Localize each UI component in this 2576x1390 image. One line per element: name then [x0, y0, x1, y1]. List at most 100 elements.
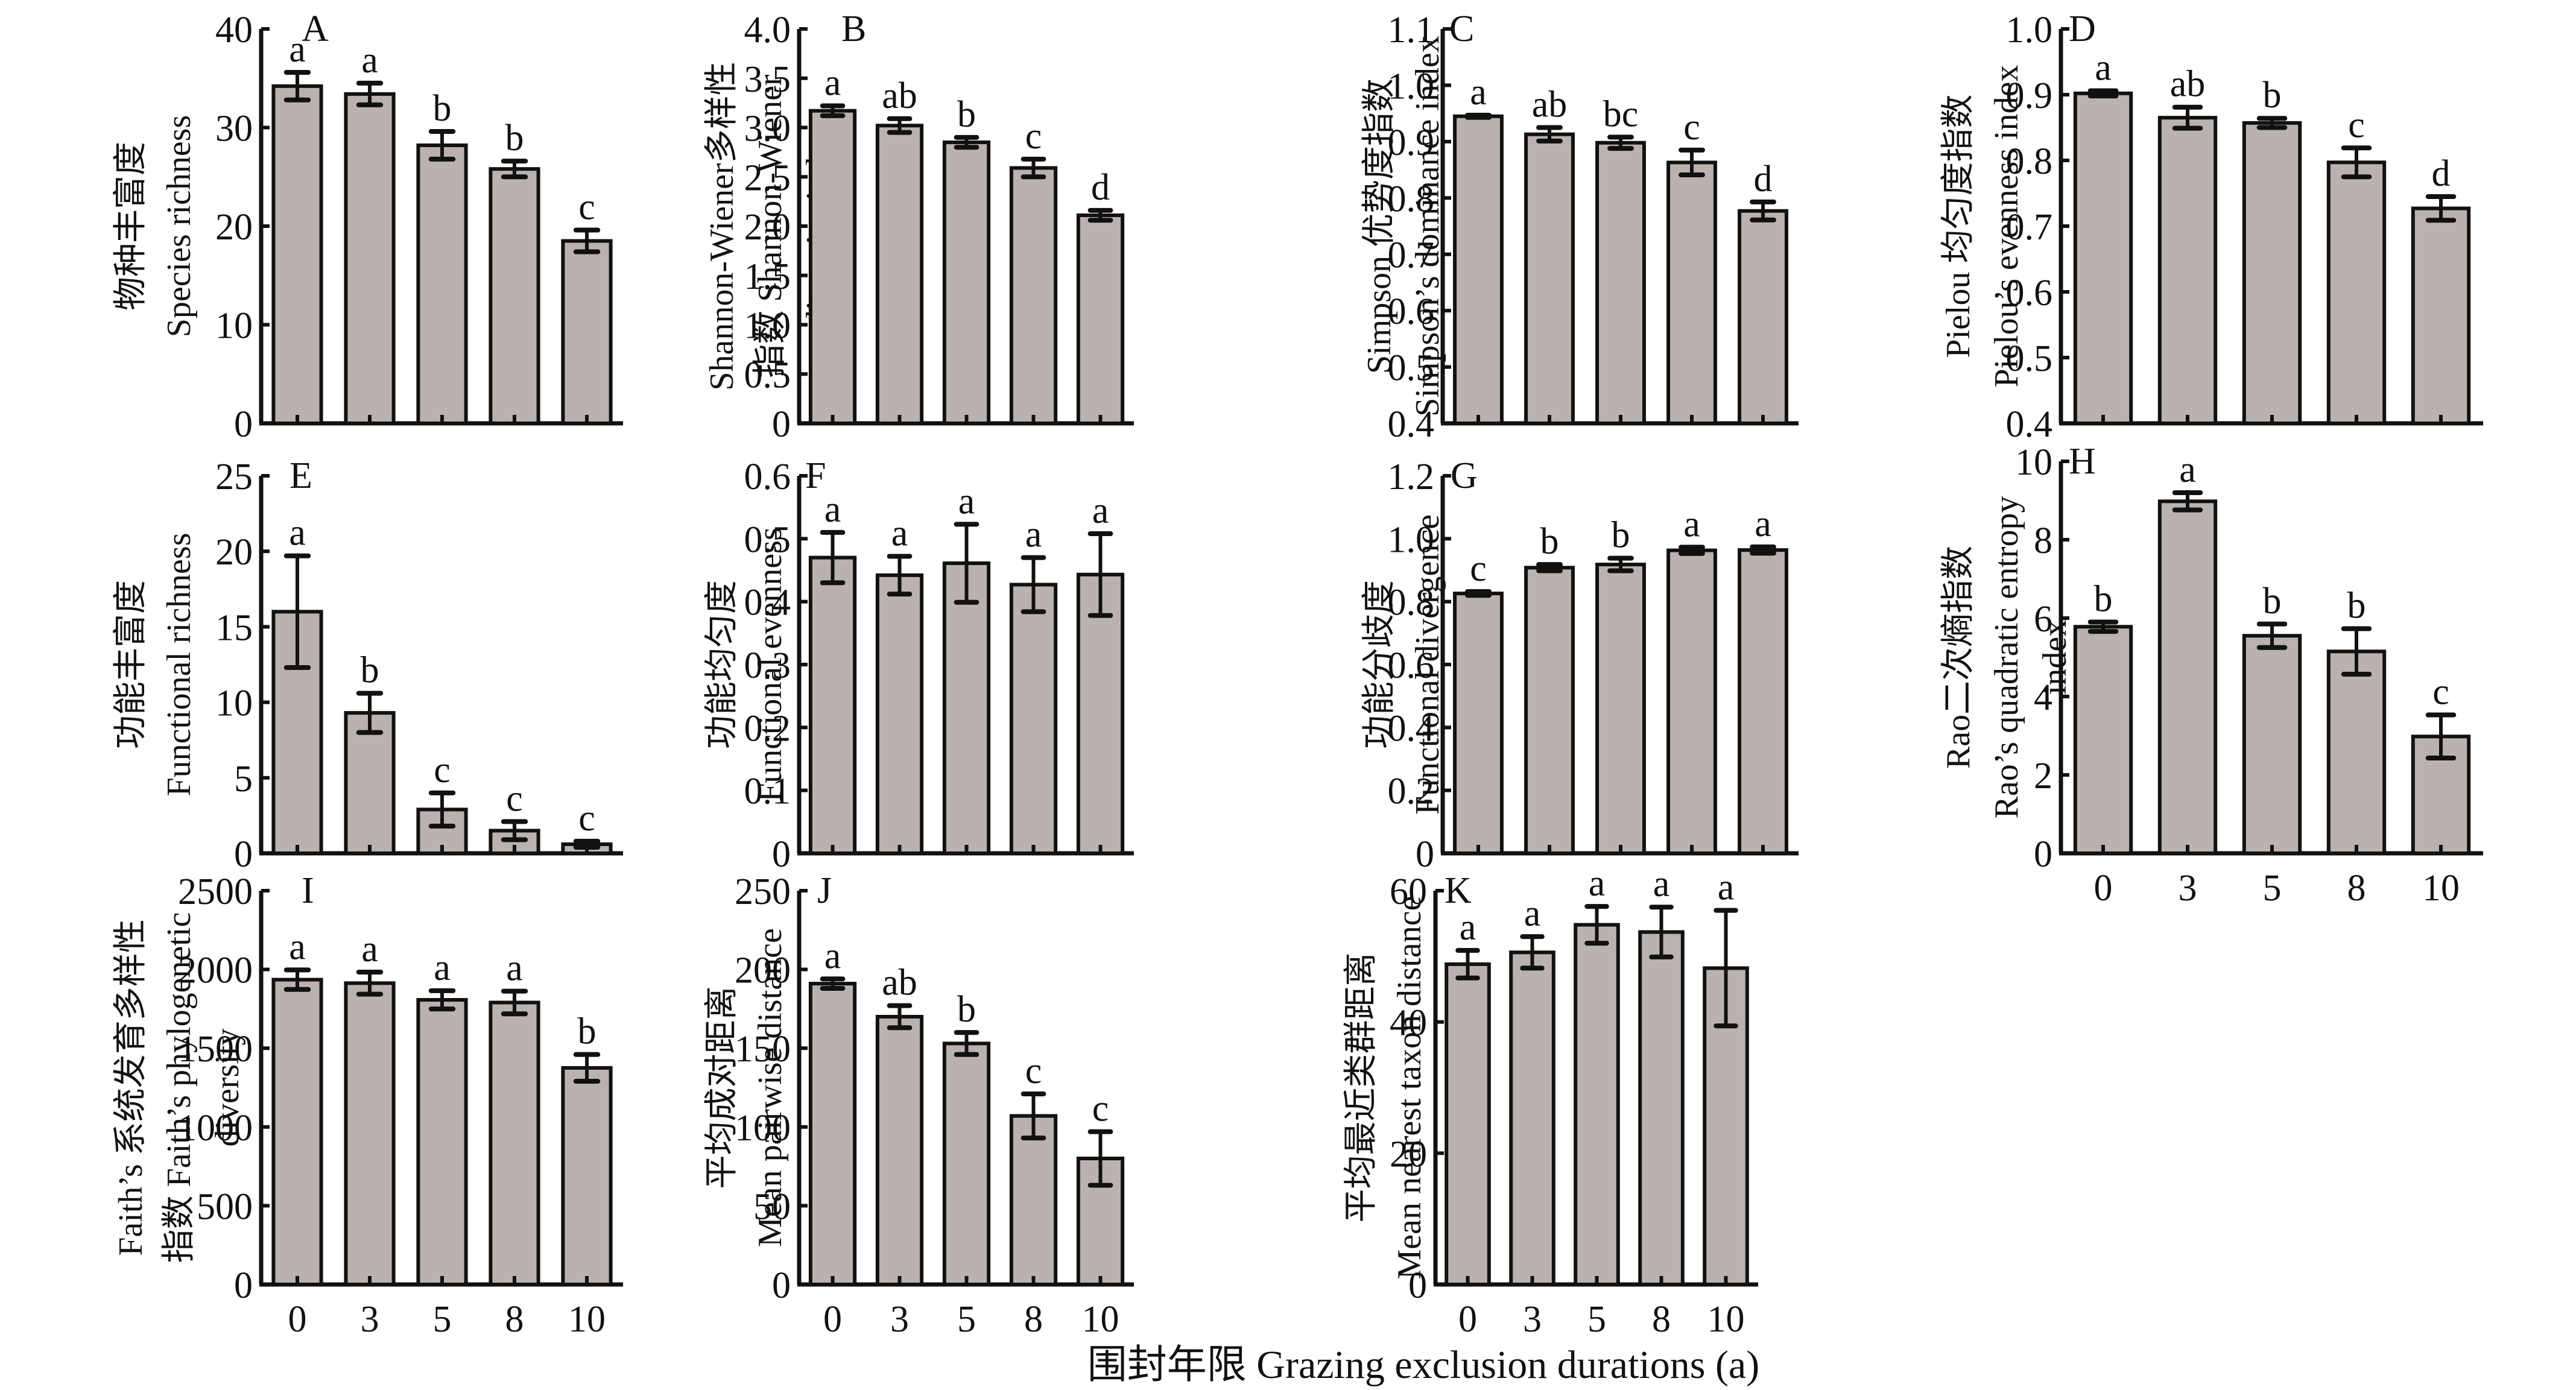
- y-tick-label: 40: [1390, 1003, 1427, 1044]
- significance-letter: a: [361, 40, 378, 81]
- x-tick-label: 8: [1024, 1299, 1043, 1340]
- bar: [1509, 950, 1555, 1286]
- significance-letter: a: [1755, 504, 1771, 545]
- y-tick-label: 30: [215, 109, 253, 150]
- x-tick-label: 0: [288, 1299, 307, 1340]
- significance-letter: b: [2263, 581, 2282, 622]
- bar: [344, 981, 396, 1286]
- y-axis-label: index: [2036, 620, 2074, 695]
- y-tick-label: 0.4: [744, 583, 791, 624]
- y-axis-label: Mean nearest taxon distance: [1391, 896, 1428, 1280]
- y-tick-label: 3.5: [744, 59, 791, 100]
- bar: [875, 1014, 924, 1286]
- significance-letter: c: [2348, 104, 2365, 145]
- y-axis-label: Shannon-Wiener多样性: [703, 62, 741, 390]
- panel-k: 0 20 40 60 K 平均最近类群距离 Mean nearest taxon dista…: [1343, 863, 1758, 1340]
- bar: [808, 555, 857, 856]
- y-axis-label: Rao’s quadratic entropy: [1988, 496, 2025, 819]
- panel-letter: D: [2069, 8, 2096, 49]
- significance-letter: a: [289, 29, 306, 70]
- y-tick-label: 0: [1408, 1265, 1427, 1306]
- y-axis-label: 平均成对距离: [703, 987, 741, 1189]
- y-tick-label: 0.3: [744, 645, 791, 686]
- significance-letter: b: [433, 88, 452, 129]
- significance-letter: c: [434, 750, 451, 791]
- y-axis-label: Pielou’s evenness index: [1988, 65, 2025, 387]
- significance-letter: c: [1470, 548, 1487, 589]
- significance-letter: ab: [882, 962, 917, 1003]
- panel-h: 0 2 4 6 8 10 H Rao二次熵指数 Rao’s quadratic entropy i…: [1940, 441, 2483, 909]
- y-tick-label: 1.1: [1388, 10, 1435, 51]
- panel-letter: G: [1451, 455, 1478, 496]
- y-tick-label: 0.1: [744, 771, 791, 812]
- bar: [344, 92, 396, 426]
- significance-letter: a: [824, 63, 841, 104]
- bar: [2242, 121, 2302, 425]
- significance-letter: a: [2095, 47, 2112, 88]
- significance-letter: b: [578, 1011, 597, 1052]
- bar: [416, 998, 468, 1286]
- x-tick-label: 8: [505, 1299, 524, 1340]
- panel-f: 0 0.1 0.2 0.3 0.4 0.5 0.6 F 功能均匀度 Functional even…: [703, 455, 1134, 875]
- significance-letter: a: [289, 926, 306, 967]
- y-tick-label: 2000: [178, 950, 253, 991]
- significance-letter: a: [891, 513, 908, 554]
- bar: [1574, 923, 1620, 1287]
- bar: [2326, 649, 2387, 855]
- bar: [2157, 116, 2218, 425]
- y-tick-label: 40: [215, 10, 253, 51]
- bar: [489, 167, 540, 425]
- bar: [1009, 166, 1058, 425]
- y-tick-label: 4.0: [744, 10, 791, 51]
- y-axis-label: Functional evenness: [752, 527, 789, 802]
- bar: [1738, 548, 1788, 855]
- significance-letter: b: [2347, 586, 2366, 627]
- significance-letter: a: [434, 947, 451, 988]
- y-axis-label: Mean pairwise distance: [752, 928, 789, 1247]
- panel-a: 0 10 20 30 40 A 物种丰富度 Species richness a a b b c: [112, 8, 623, 445]
- bar: [416, 143, 468, 425]
- panel-letter: H: [2069, 441, 2096, 482]
- y-tick-label: 250: [735, 871, 791, 912]
- bar: [561, 239, 613, 425]
- bar: [2326, 160, 2387, 425]
- significance-letter: a: [1524, 893, 1541, 934]
- significance-letter: a: [289, 513, 306, 554]
- significance-letter: c: [1092, 1088, 1109, 1129]
- y-tick-label: 0.7: [2006, 207, 2053, 248]
- y-tick-label: 15: [215, 607, 253, 648]
- significance-letter: c: [506, 778, 523, 819]
- y-tick-label: 0.2: [744, 708, 791, 749]
- panel-c: 0.4 0.5 0.6 0.7 0.8 0.9 1.0 1.1 C Simpson 优势度指数 Si…: [1361, 8, 1799, 445]
- x-tick-label: 0: [823, 1299, 842, 1340]
- y-tick-label: 4: [2034, 677, 2052, 718]
- y-tick-label: 10: [215, 306, 253, 347]
- panel-letter: J: [817, 870, 832, 911]
- y-tick-label: 0: [772, 404, 791, 445]
- y-tick-label: 50: [753, 1186, 791, 1227]
- y-tick-label: 0.4: [1388, 708, 1435, 749]
- y-tick-label: 2500: [178, 871, 253, 912]
- significance-letter: a: [958, 481, 975, 522]
- x-tick-label: 3: [1523, 1299, 1542, 1340]
- bar: [1524, 132, 1575, 425]
- y-tick-label: 0.4: [2006, 404, 2053, 445]
- y-axis-label: 指数 Faith’s phylogenetic: [160, 912, 198, 1263]
- bar: [942, 141, 991, 425]
- x-tick-label: 10: [568, 1299, 606, 1340]
- y-tick-label: 8: [2034, 520, 2052, 561]
- significance-letter: a: [361, 929, 378, 970]
- y-axis-label: 平均最近类群距离: [1343, 953, 1380, 1223]
- significance-letter: c: [1025, 1050, 1042, 1091]
- x-tick-label: 10: [2422, 868, 2460, 909]
- bar: [1009, 1114, 1058, 1286]
- x-tick-label: 0: [1458, 1299, 1477, 1340]
- y-tick-label: 0.6: [1388, 645, 1435, 686]
- bar: [2242, 634, 2302, 855]
- y-axis-label: Species richness: [160, 115, 198, 338]
- significance-letter: a: [1460, 907, 1476, 948]
- y-tick-label: 0.5: [2006, 338, 2053, 379]
- significance-letter: b: [2094, 579, 2113, 620]
- panel-letter: K: [1445, 870, 1472, 911]
- y-tick-label: 6: [2034, 599, 2052, 640]
